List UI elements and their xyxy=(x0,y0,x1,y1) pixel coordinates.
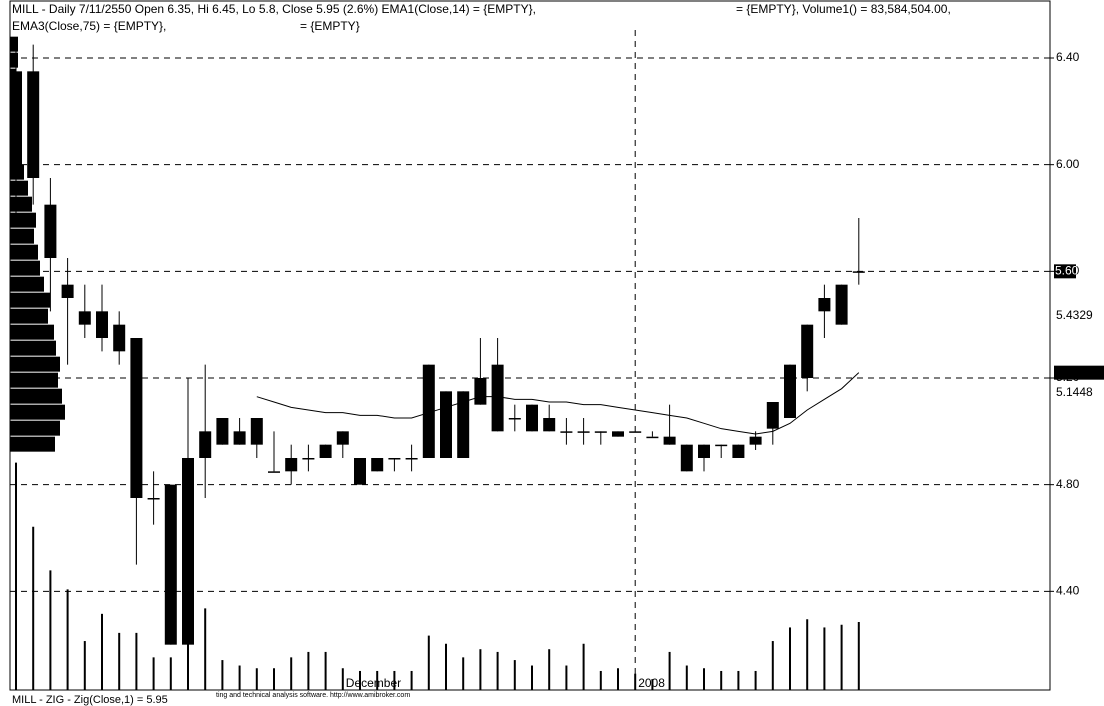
candle-body xyxy=(147,498,160,500)
candle-body xyxy=(732,444,745,458)
ema-line xyxy=(256,372,860,435)
price-label: 5.4329 xyxy=(1056,308,1093,322)
candle-body xyxy=(354,458,366,485)
profile-bar xyxy=(10,404,65,420)
candle-body xyxy=(784,364,796,418)
candle-body xyxy=(474,378,487,405)
profile-bar xyxy=(10,52,18,68)
candle-body xyxy=(268,471,280,473)
candle-body xyxy=(319,444,332,458)
title-text: = {EMPTY}, Volume1() = 83,584,504.00, xyxy=(736,2,951,16)
candle-body xyxy=(216,418,229,445)
candle-body xyxy=(663,436,676,445)
profile-bar xyxy=(10,212,36,228)
candle-body xyxy=(96,311,108,338)
candle-body xyxy=(680,444,693,472)
candle-body xyxy=(61,284,74,298)
candle-body xyxy=(766,402,779,429)
candle-body xyxy=(388,458,401,460)
candle-body xyxy=(440,391,452,458)
profile-bar xyxy=(10,420,60,436)
profile-bar xyxy=(10,308,48,324)
candle-body xyxy=(646,436,659,439)
candle-body xyxy=(835,284,848,325)
title-text: = {EMPTY} xyxy=(300,19,360,33)
last-price-label: 5.60 xyxy=(1055,264,1079,278)
candle-body xyxy=(698,444,710,458)
profile-bar xyxy=(10,340,56,356)
y-tick-label: 4.80 xyxy=(1056,477,1080,491)
y-tick-label: 6.40 xyxy=(1056,50,1080,64)
footer-text: MILL - ZIG - Zig(Close,1) = 5.95 xyxy=(12,694,168,706)
candle-body xyxy=(457,391,470,458)
candle-body xyxy=(27,71,40,178)
candle-body xyxy=(715,444,728,447)
candle-body xyxy=(182,458,194,645)
title-text: MILL - Daily 7/11/2550 Open 6.35, Hi 6.4… xyxy=(12,2,536,16)
candle-body xyxy=(749,436,762,445)
candle-body xyxy=(560,431,573,433)
candle-body xyxy=(801,324,814,378)
profile-bar xyxy=(10,372,58,388)
candle-body xyxy=(130,338,143,498)
candle-body xyxy=(371,458,384,472)
candle-body xyxy=(285,458,298,472)
candle-body xyxy=(78,311,91,325)
ema-marker xyxy=(1054,365,1104,380)
profile-bar xyxy=(10,324,54,340)
profile-bar xyxy=(10,356,60,372)
candle-body xyxy=(612,431,624,437)
profile-bar xyxy=(10,436,55,452)
candle-body xyxy=(577,431,590,433)
candle-body xyxy=(594,431,607,433)
candle-body xyxy=(629,431,642,433)
profile-bar xyxy=(10,276,44,292)
candle-body xyxy=(543,418,556,432)
candle-body xyxy=(199,431,212,458)
candle-body xyxy=(852,271,865,273)
profile-bar xyxy=(10,36,18,52)
profile-bar xyxy=(10,196,32,212)
y-tick-label: 6.00 xyxy=(1056,157,1080,171)
candle-body xyxy=(44,204,57,258)
profile-bar xyxy=(10,292,50,308)
profile-bar xyxy=(10,228,34,244)
candle-body xyxy=(422,364,435,458)
candle-body xyxy=(818,298,831,312)
candle-body xyxy=(250,418,263,445)
profile-bar xyxy=(10,244,38,260)
profile-bar xyxy=(10,180,28,196)
candle-body xyxy=(233,431,246,445)
footer-note: ting and technical analysis software. ht… xyxy=(216,692,410,699)
profile-bar xyxy=(10,260,40,276)
candle-body xyxy=(526,404,538,432)
y-tick-label: 4.40 xyxy=(1056,584,1080,598)
last-price-box xyxy=(1054,264,1076,279)
candle-body xyxy=(405,458,418,460)
price-label: 5.1448 xyxy=(1056,385,1093,399)
candle-body xyxy=(491,364,504,432)
candle-body xyxy=(508,418,521,420)
candle-body xyxy=(113,324,126,352)
candle-body xyxy=(302,458,315,460)
candle-body xyxy=(336,431,349,445)
x-tick-label: December xyxy=(346,676,401,690)
candle-body xyxy=(10,71,22,178)
candle-body xyxy=(164,484,177,645)
title-text: EMA3(Close,75) = {EMPTY}, xyxy=(12,19,166,33)
profile-bar xyxy=(10,388,62,404)
